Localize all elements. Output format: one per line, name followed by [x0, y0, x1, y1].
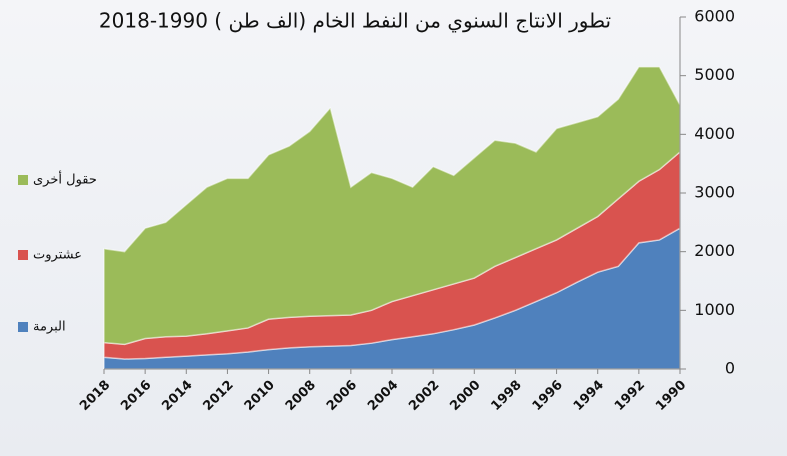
- x-tick-label: 2018: [77, 378, 113, 414]
- y-tick-label: 3000: [694, 183, 735, 202]
- y-tick-label: 0: [725, 359, 735, 378]
- x-tick-label: 2008: [283, 378, 319, 414]
- x-tick-label: 1998: [489, 378, 525, 414]
- x-tick-label: 2016: [118, 378, 154, 414]
- x-tick-label: 2002: [406, 378, 442, 414]
- y-tick-label: 2000: [694, 241, 735, 260]
- x-tick-label: 1990: [653, 378, 689, 414]
- x-tick-label: 2004: [365, 378, 401, 414]
- x-tick-label: 2000: [447, 378, 483, 414]
- x-tick-label: 2010: [242, 378, 278, 414]
- x-tick-label: 2006: [324, 378, 360, 414]
- area: [103, 66, 681, 346]
- legend-label: حقول أخرى: [33, 171, 97, 188]
- legend-swatch: [18, 322, 28, 332]
- y-tick-label: 1000: [694, 300, 735, 319]
- legend-label: البرمة: [33, 320, 66, 335]
- legend-label: عشتروت: [33, 248, 82, 263]
- y-tick-label: 6000: [694, 7, 735, 26]
- x-tick-label: 1996: [530, 378, 566, 414]
- y-tick-label: 4000: [694, 124, 735, 143]
- legend-swatch: [18, 175, 28, 185]
- x-tick-label: 2012: [201, 378, 237, 414]
- x-tick-label: 1992: [612, 378, 648, 414]
- legend-swatch: [18, 250, 28, 260]
- x-tick-label: 2014: [159, 378, 195, 414]
- x-tick-label: 1994: [571, 378, 607, 414]
- y-tick-label: 5000: [694, 65, 735, 84]
- chart-title: تطور الانتاج السنوي من النفط الخام (الف …: [99, 9, 611, 34]
